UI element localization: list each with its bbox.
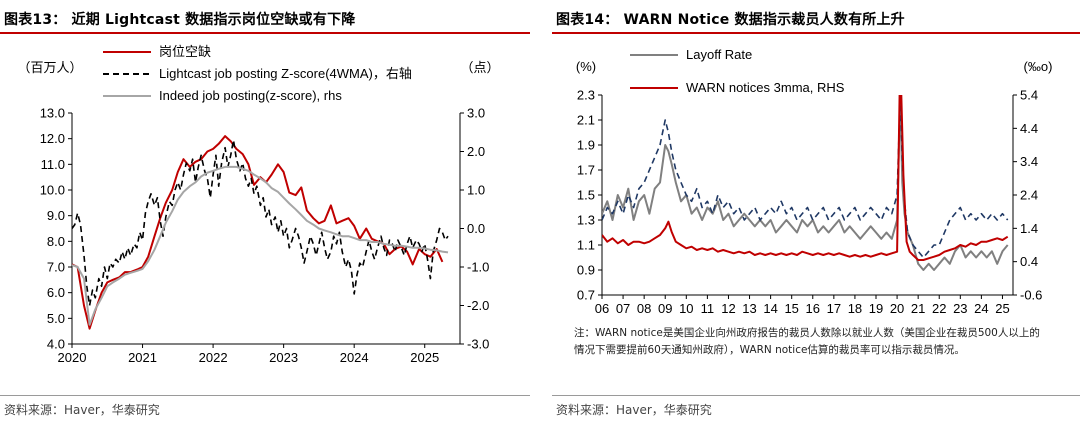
y-tick-label-left: 2.3 — [577, 88, 595, 103]
x-tick-label: 10 — [679, 301, 693, 316]
title-rule — [552, 32, 1080, 34]
x-tick-label: 2021 — [128, 350, 157, 365]
x-tick-label: 2024 — [340, 350, 369, 365]
x-tick-label: 06 — [595, 301, 609, 316]
footer-rule — [552, 395, 1080, 396]
y-tick-label-right: 0.4 — [1020, 254, 1038, 269]
x-tick-label: 13 — [742, 301, 756, 316]
series-line-1 — [72, 139, 449, 307]
y-tick-label-left: 1.3 — [577, 213, 595, 228]
x-tick-label: 15 — [784, 301, 798, 316]
y-tick-label-left: 1.7 — [577, 163, 595, 178]
x-tick-label: 12 — [721, 301, 735, 316]
chart-title-left: 图表13： 近期 Lightcast 数据指示岗位空缺或有下降 — [4, 12, 356, 28]
x-tick-label: 25 — [995, 301, 1009, 316]
y-tick-label-right: 4.4 — [1020, 121, 1038, 136]
y-tick-label-left: 9.0 — [47, 208, 65, 223]
legend-label: Indeed job posting(z-score), rhs — [159, 88, 342, 103]
y-tick-label-left: 7.0 — [47, 260, 65, 275]
chart-panel-left: 图表13： 近期 Lightcast 数据指示岗位空缺或有下降 13.0 12.0… — [0, 0, 530, 430]
x-tick-label: 2023 — [269, 350, 298, 365]
y-tick-label-right: 3.4 — [1020, 154, 1038, 169]
source-note: 资料来源：Haver，华泰研究 — [556, 403, 712, 417]
series-line-1 — [602, 95, 1009, 259]
left-axis-label: (%) — [576, 59, 596, 74]
legend-label: 岗位空缺 — [159, 44, 211, 59]
x-tick-label: 11 — [701, 301, 715, 316]
x-tick-label: 19 — [869, 301, 883, 316]
x-tick-label: 08 — [637, 301, 651, 316]
legend-label: Lightcast job posting Z-score(4WMA)，右轴 — [159, 66, 412, 81]
y-tick-label-right: -0.6 — [1020, 288, 1042, 303]
y-tick-label-left: 5.0 — [47, 311, 65, 326]
y-tick-label-right: 3.0 — [467, 106, 485, 121]
source-note: 资料来源：Haver，华泰研究 — [4, 403, 160, 417]
legend: Layoff Rate WARN notices 3mma, RHS — [630, 47, 845, 95]
y-tick-label-left: 0.7 — [577, 288, 595, 303]
y-tick-label-right: -3.0 — [467, 337, 489, 352]
x-tick-label: 17 — [827, 301, 841, 316]
y-tick-label-right: -2.0 — [467, 298, 489, 313]
legend-label: Layoff Rate — [686, 47, 752, 62]
series-line-2 — [602, 95, 1009, 261]
y-tick-label-right: 2.0 — [467, 144, 485, 159]
chart-title-right: 图表14： WARN Notice 数据指示裁员人数有所上升 — [556, 12, 905, 28]
line-chart-left: 13.0 12.0 11.0 10.0 9.0 8.0 7.0 6.0 5.0 4.0 3.0 2.0… — [17, 44, 499, 365]
y-tick-label-left: 8.0 — [47, 234, 65, 249]
y-tick-label-left: 1.9 — [577, 138, 595, 153]
y-tick-label-left: 12.0 — [40, 131, 65, 146]
series-line-0 — [602, 95, 1009, 271]
chart-footnote: 注：WARN notice是美国企业向州政府报告的裁员人数除以就业人数（美国企业… — [574, 327, 1040, 356]
series-line-0 — [72, 135, 444, 330]
x-tick-label: 07 — [616, 301, 630, 316]
x-tick-label: 21 — [911, 301, 925, 316]
x-tick-label: 2022 — [199, 350, 228, 365]
y-tick-label-left: 1.1 — [577, 238, 595, 253]
y-tick-label-right: 5.4 — [1020, 88, 1038, 103]
x-tick-label: 14 — [763, 301, 777, 316]
x-tick-label: 2025 — [410, 350, 439, 365]
legend: 岗位空缺 Lightcast job posting Z-score(4WMA)，… — [103, 44, 412, 103]
x-tick-label: 23 — [953, 301, 967, 316]
x-tick-label: 2020 — [58, 350, 87, 365]
title-rule — [0, 32, 530, 34]
y-tick-label-right: 1.0 — [467, 183, 485, 198]
x-tick-label: 18 — [848, 301, 862, 316]
right-axis-label: (‰o) — [1024, 59, 1053, 74]
x-tick-label: 20 — [890, 301, 904, 316]
x-tick-label: 24 — [974, 301, 988, 316]
chart-panel-right: 图表14： WARN Notice 数据指示裁员人数有所上升 2.3 2.1 1.9… — [552, 0, 1080, 430]
y-tick-label-right: 1.4 — [1020, 221, 1038, 236]
footer-rule — [0, 395, 530, 396]
y-tick-label-left: 10.0 — [40, 183, 65, 198]
y-tick-label-left: 6.0 — [47, 285, 65, 300]
legend-label: WARN notices 3mma, RHS — [686, 80, 845, 95]
line-chart-right: 2.3 2.1 1.9 1.7 1.5 1.3 1.1 0.9 0.7 5.4 4.4 3.4 2.4 1… — [576, 47, 1053, 316]
y-tick-label-right: -1.0 — [467, 260, 489, 275]
y-tick-label-left: 0.9 — [577, 263, 595, 278]
y-tick-label-right: 0.0 — [467, 221, 485, 236]
y-tick-label-left: 1.5 — [577, 188, 595, 203]
y-tick-label-left: 13.0 — [40, 106, 65, 121]
series-line-2 — [72, 165, 449, 326]
x-tick-label: 09 — [658, 301, 672, 316]
left-axis-label: （百万人） — [17, 60, 82, 75]
x-tick-label: 16 — [806, 301, 820, 316]
y-tick-label-left: 11.0 — [41, 157, 65, 172]
y-tick-label-right: 2.4 — [1020, 188, 1038, 203]
y-tick-label-left: 2.1 — [577, 113, 595, 128]
y-tick-label-left: 4.0 — [47, 337, 65, 352]
right-axis-label: （点） — [460, 60, 499, 75]
x-tick-label: 22 — [932, 301, 946, 316]
